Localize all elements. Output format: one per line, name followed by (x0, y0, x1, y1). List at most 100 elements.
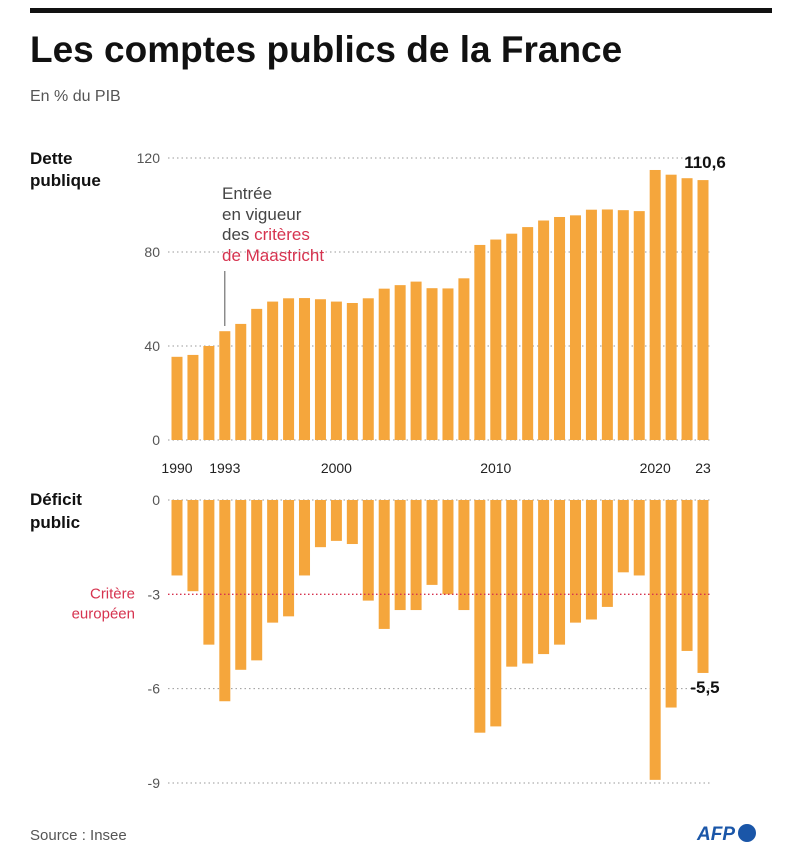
deficit-bar-1999 (314, 500, 326, 548)
debt-bar-2021 (665, 174, 677, 440)
reference-label-1: Critère (90, 585, 135, 602)
debt-panel-title-2: publique (30, 171, 101, 190)
deficit-chart: 0 -3 -6 -9 Critère européen -5,5 (72, 492, 720, 791)
annotation-line-1: Entrée (222, 184, 272, 203)
debt-bar-2012 (522, 227, 534, 440)
debt-bar-2002 (362, 298, 374, 440)
deficit-bar-1991 (187, 500, 199, 592)
deficit-bar-2014 (554, 500, 566, 645)
deficit-bar-1990 (171, 500, 183, 576)
debt-bar-2020 (649, 169, 661, 441)
debt-bar-1992 (203, 346, 215, 440)
deficit-bar-1995 (251, 500, 263, 661)
annotation-line-3: des critères (222, 225, 310, 244)
deficit-bar-2008 (458, 500, 470, 611)
deficit-bar-2006 (426, 500, 438, 585)
deficit-bar-2005 (410, 500, 422, 611)
y-tick-label: 40 (144, 338, 160, 354)
afp-logo: AFP (696, 824, 756, 845)
deficit-bar-2016 (585, 500, 597, 620)
deficit-bar-2010 (490, 500, 502, 727)
deficit-bar-2019 (633, 500, 645, 576)
debt-bar-2003 (378, 288, 390, 440)
deficit-bar-2020 (649, 500, 661, 780)
deficit-bar-2001 (346, 500, 358, 545)
debt-bar-2008 (458, 278, 470, 440)
debt-bar-2016 (585, 209, 597, 440)
debt-bar-2019 (633, 211, 645, 440)
debt-bar-1997 (283, 298, 295, 440)
x-tick-label: 2000 (321, 460, 352, 476)
annotation-highlight: critères (254, 225, 310, 244)
debt-bar-1995 (251, 308, 263, 440)
debt-bar-1991 (187, 354, 199, 440)
debt-bar-1994 (235, 323, 247, 440)
deficit-bar-2013 (538, 500, 550, 655)
deficit-bar-2007 (442, 500, 454, 595)
debt-bar-2023 (697, 180, 709, 440)
y-tick-label: -6 (148, 681, 161, 697)
deficit-bar-2003 (378, 500, 390, 629)
x-tick-label: 2010 (480, 460, 511, 476)
deficit-bar-2015 (569, 500, 581, 623)
reference-label-2: européen (72, 605, 135, 622)
y-tick-label: 0 (152, 432, 160, 448)
x-tick-label: 1990 (161, 460, 192, 476)
deficit-bar-2002 (362, 500, 374, 601)
y-tick-label: -3 (148, 586, 161, 602)
debt-bar-2015 (569, 215, 581, 440)
debt-bar-1990 (171, 356, 183, 440)
deficit-bar-1996 (267, 500, 279, 623)
deficit-bar-1998 (299, 500, 311, 576)
debt-panel-title-1: Dette (30, 149, 73, 168)
y-tick-label: -9 (148, 775, 161, 791)
debt-bar-2000 (330, 301, 342, 440)
deficit-bar-2018 (617, 500, 629, 573)
deficit-bar-2021 (665, 500, 677, 708)
annotation-line-4: de Maastricht (222, 246, 324, 265)
debt-chart: 0 40 80 120 1990 1993 2000 2010 2020 23 110,6 Entré… (137, 150, 726, 476)
debt-bar-2017 (601, 209, 613, 440)
debt-bar-1993 (219, 331, 231, 440)
deficit-bar-2022 (681, 500, 693, 651)
deficit-bar-2009 (474, 500, 486, 733)
deficit-bar-2000 (330, 500, 342, 541)
deficit-bar-1994 (235, 500, 247, 670)
debt-bar-1999 (314, 299, 326, 440)
page-title: Les comptes publics de la France (30, 29, 622, 70)
deficit-value-label: -5,5 (690, 678, 719, 697)
x-tick-label: 2020 (640, 460, 671, 476)
deficit-bar-2023 (697, 500, 709, 673)
debt-bar-2018 (617, 210, 629, 440)
debt-bar-2009 (474, 244, 486, 440)
annotation-text: des (222, 225, 254, 244)
subtitle: En % du PIB (30, 88, 121, 105)
debt-bar-2022 (681, 178, 693, 440)
deficit-bar-2012 (522, 500, 534, 664)
deficit-bar-2017 (601, 500, 613, 607)
top-rule (30, 8, 772, 13)
deficit-bar-1993 (219, 500, 231, 702)
svg-text:AFP: AFP (696, 824, 735, 845)
debt-bar-2001 (346, 302, 358, 440)
deficit-panel-title-1: Déficit (30, 490, 82, 509)
debt-bar-2013 (538, 220, 550, 440)
debt-bar-1996 (267, 301, 279, 440)
y-tick-label: 0 (152, 492, 160, 508)
debt-bar-2007 (442, 288, 454, 440)
debt-bar-1998 (299, 298, 311, 440)
y-tick-label: 120 (137, 150, 161, 166)
debt-bar-2005 (410, 281, 422, 440)
debt-bar-2006 (426, 288, 438, 440)
deficit-bar-1997 (283, 500, 295, 617)
debt-value-label: 110,6 (684, 153, 726, 172)
deficit-bar-2011 (506, 500, 518, 667)
source-note: Source : Insee (30, 827, 127, 844)
debt-bar-2010 (490, 239, 502, 440)
x-tick-label: 23 (695, 460, 711, 476)
deficit-bar-1992 (203, 500, 215, 645)
y-tick-label: 80 (144, 244, 160, 260)
deficit-panel-title-2: public (30, 513, 80, 532)
